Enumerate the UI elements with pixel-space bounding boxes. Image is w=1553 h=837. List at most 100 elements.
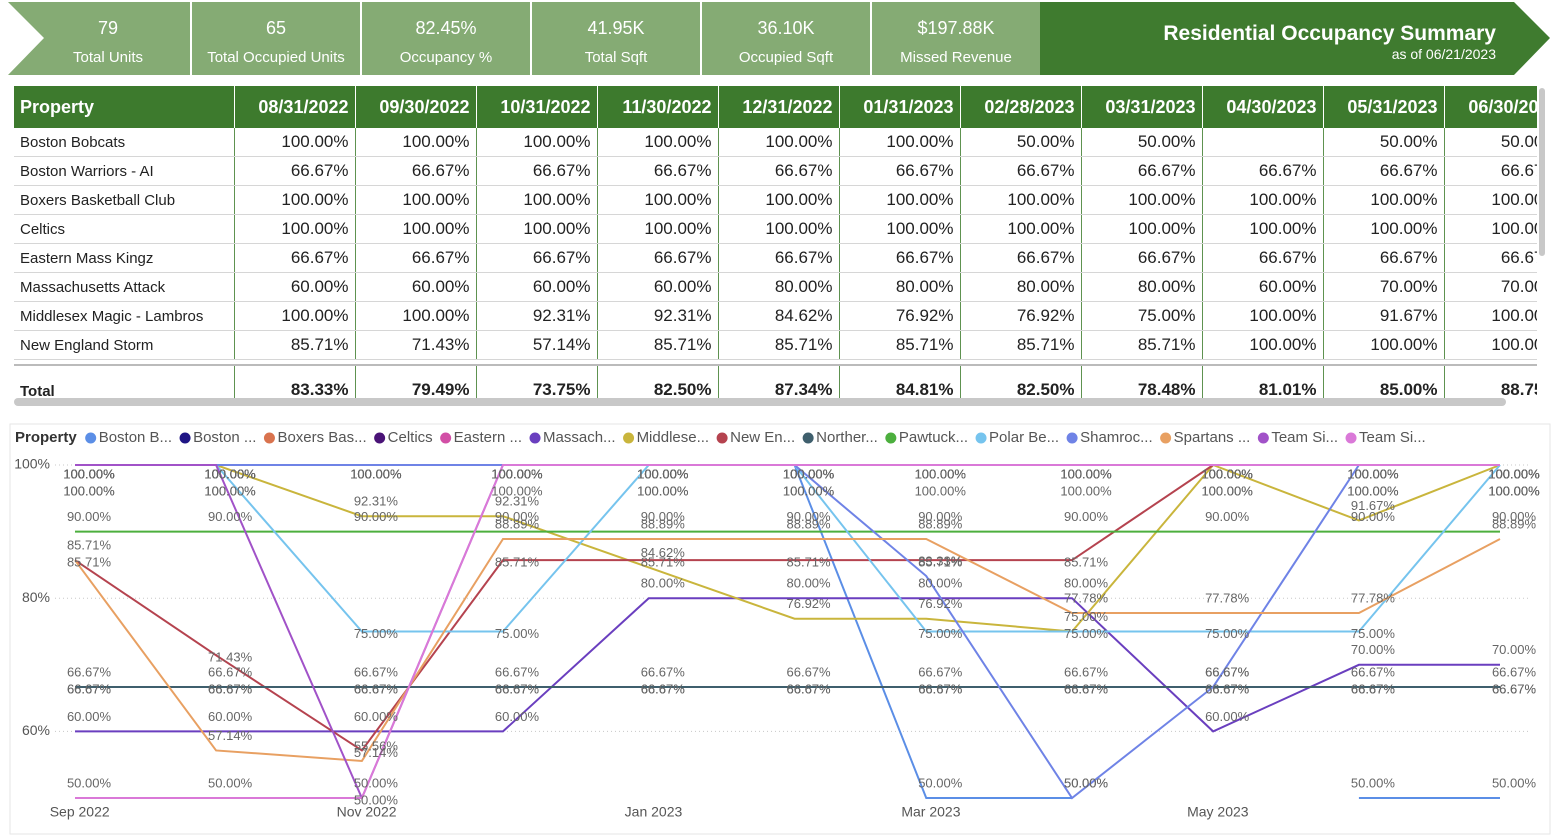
cell: 100.00% (960, 214, 1082, 244)
data-label: 100.00% (1201, 466, 1253, 481)
data-label: 84.62% (641, 545, 686, 560)
data-label: 90.00% (67, 509, 112, 524)
data-label: 100.00% (1201, 466, 1253, 481)
data-label: 100.00% (1201, 483, 1253, 498)
data-label: 100.00% (63, 466, 115, 481)
data-label: 90.00% (641, 509, 686, 524)
data-label: 100.00% (204, 483, 256, 498)
data-label: 90.00% (1492, 509, 1537, 524)
cell: 66.67% (960, 243, 1082, 273)
data-label: 100.00% (1347, 466, 1399, 481)
v-scrollbar[interactable] (1539, 88, 1545, 256)
table-row: Middlesex Magic - Lambros 100.00% 100.00% 9… (14, 301, 1537, 331)
x-tick-label: Mar 2023 (901, 804, 960, 820)
table-row: Celtics 100.00% 100.00% 100.00% 100.00% 100.0… (14, 214, 1537, 244)
column-header: 02/28/2023 (960, 86, 1082, 128)
data-label: 100.00% (491, 466, 543, 481)
cell: 66.67% (1081, 243, 1203, 273)
cell: 100.00% (355, 301, 477, 331)
kpi-bg (702, 2, 870, 75)
legend-label: Pawtuck... (899, 429, 968, 446)
data-label: 100.00% (204, 466, 256, 481)
data-label: 100.00% (204, 466, 256, 481)
cell: 85.71% (960, 330, 1082, 360)
legend-label: Norther... (816, 429, 878, 446)
data-label: 100.00% (1488, 466, 1540, 481)
data-label: 70.00% (1492, 642, 1537, 657)
data-label: 100.00% (783, 466, 835, 481)
subtitle: as of 06/21/2023 (1391, 46, 1496, 62)
data-label: 50.00% (1351, 775, 1396, 790)
series-line (75, 464, 1500, 799)
legend-marker (885, 432, 897, 444)
cell: 100.00% (1202, 214, 1324, 244)
data-label: 100.00% (1347, 483, 1399, 498)
data-label: 100.00% (1201, 483, 1253, 498)
legend-label: Polar Be... (989, 429, 1059, 446)
legend-label: Spartans ... (1174, 429, 1251, 446)
data-label: 75.00% (1205, 626, 1250, 641)
column-header: 11/30/2022 (597, 86, 719, 128)
table-row: New England Storm 85.71% 71.43% 57.14% 85.71… (14, 330, 1537, 360)
data-label: 100.00% (204, 466, 256, 481)
total-row: Total 83.33% 79.49% 73.75% 82.50% 87.34% 84.81… (14, 364, 1537, 398)
cell: 66.67% (1202, 243, 1324, 273)
data-label: 100.00% (1347, 483, 1399, 498)
cell: 66.67% (1444, 156, 1537, 186)
cell: 100.00% (839, 185, 961, 215)
cell: 80.00% (839, 272, 961, 302)
y-tick-label: 80% (22, 589, 50, 605)
h-scrollbar[interactable] (14, 398, 1506, 406)
data-label: 66.67% (208, 681, 253, 696)
legend-label: Boston B... (99, 429, 172, 446)
x-tick-label: Nov 2022 (337, 804, 397, 820)
property-cell: Boston Warriors - AI (14, 156, 235, 186)
data-label: 66.67% (1205, 664, 1250, 679)
data-label: 66.67% (208, 681, 253, 696)
data-label: 100.00% (1488, 466, 1540, 481)
data-label: 100.00% (637, 483, 689, 498)
cell: 50.00% (1081, 128, 1203, 157)
cell: 100.00% (234, 128, 356, 157)
data-label: 66.67% (495, 681, 540, 696)
data-label: 100.00% (783, 466, 835, 481)
data-label: 66.67% (495, 664, 540, 679)
data-label: 100.00% (915, 466, 967, 481)
data-label: 75.00% (354, 626, 399, 641)
data-label: 100.00% (1347, 466, 1399, 481)
data-label: 100.00% (1488, 483, 1540, 498)
data-label: 88.89% (641, 516, 686, 531)
occupancy-table: Property 08/31/2022 09/30/2022 10/31/2022 11… (14, 86, 1537, 398)
data-label: 100.00% (1488, 483, 1540, 498)
data-label: 66.67% (1064, 681, 1109, 696)
cell: 100.00% (1202, 185, 1324, 215)
legend-marker (1160, 432, 1172, 444)
cell: 50.00% (1444, 128, 1537, 157)
data-label: 85.71% (67, 538, 112, 553)
data-label: 90.00% (495, 509, 540, 524)
property-cell: Boxers Basketball Club (14, 185, 235, 215)
data-label: 50.00% (354, 775, 399, 790)
property-cell: Massachusetts Attack (14, 272, 235, 302)
data-label: 77.78% (1064, 590, 1109, 605)
data-label: 100.00% (1060, 466, 1112, 481)
total-cell: 83.33% (234, 364, 356, 398)
kpi-label: Total Units (72, 49, 144, 66)
column-header: 12/31/2022 (718, 86, 840, 128)
total-cell: 82.50% (597, 364, 719, 398)
table-row: Boxers Basketball Club 100.00% 100.00% 100.… (14, 185, 1537, 215)
kpi-card: 79 Total Units (26, 2, 190, 75)
data-label: 50.00% (67, 775, 112, 790)
x-tick-label: May 2023 (1187, 804, 1249, 820)
legend-marker (440, 432, 452, 444)
cell: 100.00% (1444, 330, 1537, 360)
legend-label: Team Si... (1271, 429, 1338, 446)
column-header: 08/31/2022 (234, 86, 356, 128)
cell: 66.67% (1202, 156, 1324, 186)
data-label: 66.67% (67, 681, 112, 696)
data-label: 100.00% (350, 466, 402, 481)
data-label: 100.00% (63, 466, 115, 481)
data-label: 100.00% (637, 466, 689, 481)
property-cell: Boston Bobcats (14, 128, 235, 157)
